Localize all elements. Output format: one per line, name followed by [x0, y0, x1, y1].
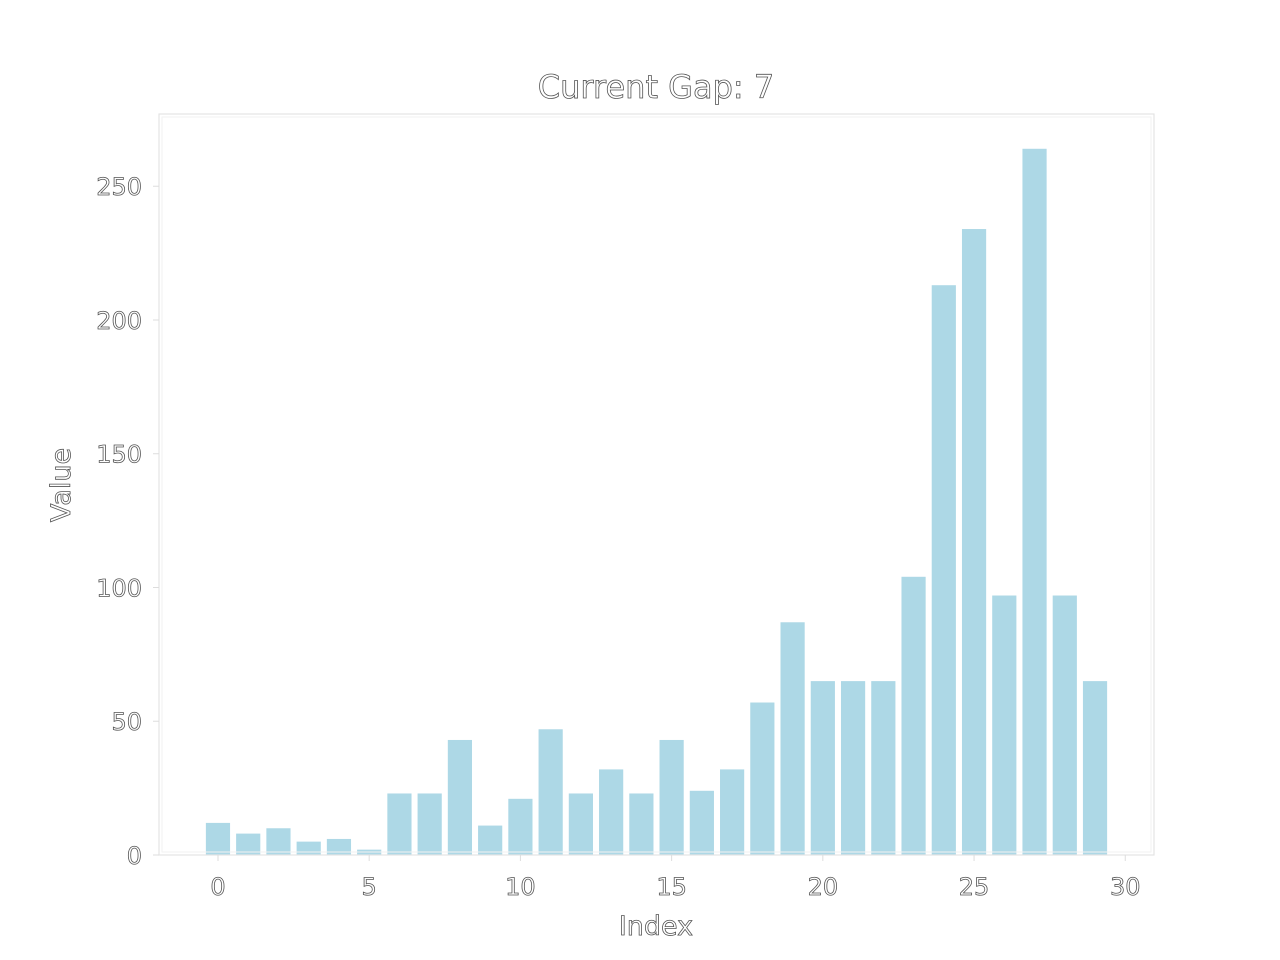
x-tick-label: 20 — [808, 873, 839, 901]
x-axis-label: Index — [619, 911, 693, 942]
bar-17 — [720, 769, 745, 855]
bar-27 — [1022, 148, 1047, 855]
x-tick-label: 15 — [656, 873, 687, 901]
y-tick-label: 250 — [96, 173, 142, 201]
bar-23 — [901, 576, 926, 855]
x-tick-label: 5 — [362, 873, 377, 901]
bar-12 — [568, 793, 593, 855]
y-axis-label: Value — [46, 448, 77, 522]
bar-21 — [840, 681, 866, 855]
bar-24 — [931, 285, 956, 856]
plot-frame-inner — [161, 116, 1152, 853]
x-tick-label: 0 — [210, 873, 225, 901]
bar-9 — [478, 825, 503, 855]
bar-4 — [326, 838, 352, 855]
bar-16 — [689, 790, 714, 855]
bar-29 — [1082, 681, 1108, 855]
bar-0 — [205, 822, 231, 855]
x-axis-ticks: 0 5 10 15 20 25 30 — [210, 855, 1141, 901]
bar-15 — [659, 739, 684, 855]
y-tick-label: 0 — [127, 842, 142, 870]
x-tick-label: 25 — [959, 873, 990, 901]
bar-11 — [538, 729, 563, 855]
x-tick-label: 10 — [505, 873, 536, 901]
bar-28 — [1052, 595, 1077, 855]
bar-26 — [992, 595, 1017, 855]
bar-14 — [629, 793, 654, 855]
bar-13 — [599, 769, 624, 855]
bar-8 — [447, 739, 473, 855]
bar-19 — [780, 622, 805, 855]
bar-20 — [810, 681, 835, 855]
bars-group — [205, 148, 1108, 856]
y-axis-ticks: 0 50 100 150 200 250 — [96, 173, 159, 870]
y-tick-label: 200 — [96, 307, 142, 335]
bar-25 — [961, 229, 987, 855]
y-tick-label: 50 — [111, 708, 142, 736]
bar-6 — [387, 793, 412, 855]
plot-frame — [158, 113, 1155, 856]
bar-3 — [296, 841, 321, 855]
y-tick-label: 150 — [96, 441, 142, 469]
bar-7 — [417, 793, 442, 855]
bar-1 — [236, 833, 261, 855]
y-tick-label: 100 — [96, 574, 142, 602]
chart-title: Current Gap: 7 — [538, 68, 774, 106]
bar-22 — [871, 681, 896, 855]
x-tick-label: 30 — [1110, 873, 1141, 901]
bar-10 — [508, 798, 533, 855]
bar-2 — [266, 828, 291, 855]
bar-18 — [750, 702, 775, 855]
